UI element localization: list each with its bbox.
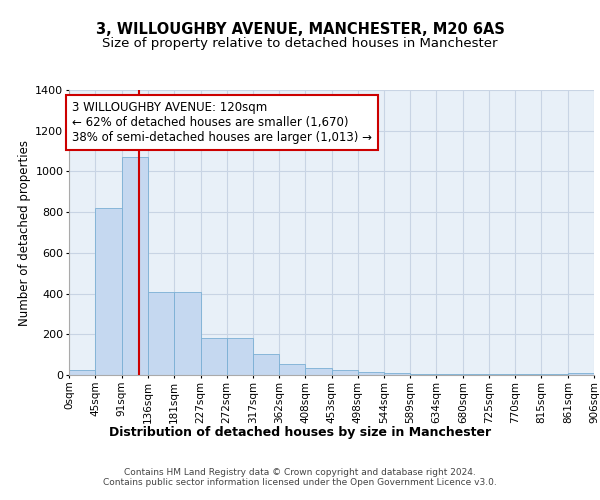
Text: Size of property relative to detached houses in Manchester: Size of property relative to detached ho…: [102, 38, 498, 51]
Bar: [122, 157, 148, 375]
Bar: [95, 208, 122, 375]
Text: Distribution of detached houses by size in Manchester: Distribution of detached houses by size …: [109, 426, 491, 439]
Bar: [253, 354, 279, 375]
Bar: [463, 374, 489, 375]
Bar: [331, 370, 358, 375]
Text: Contains HM Land Registry data © Crown copyright and database right 2024.
Contai: Contains HM Land Registry data © Crown c…: [103, 468, 497, 487]
Bar: [227, 338, 253, 375]
Bar: [200, 338, 227, 375]
Bar: [515, 374, 541, 375]
Bar: [489, 374, 515, 375]
Text: 3, WILLOUGHBY AVENUE, MANCHESTER, M20 6AS: 3, WILLOUGHBY AVENUE, MANCHESTER, M20 6A…: [95, 22, 505, 38]
Bar: [69, 370, 95, 375]
Bar: [568, 374, 594, 375]
Bar: [541, 374, 568, 375]
Text: 3 WILLOUGHBY AVENUE: 120sqm
← 62% of detached houses are smaller (1,670)
38% of : 3 WILLOUGHBY AVENUE: 120sqm ← 62% of det…: [72, 101, 372, 144]
Bar: [305, 368, 331, 375]
Bar: [148, 292, 174, 375]
Bar: [384, 374, 410, 375]
Bar: [174, 292, 200, 375]
Bar: [410, 374, 436, 375]
Bar: [279, 364, 305, 375]
Y-axis label: Number of detached properties: Number of detached properties: [18, 140, 31, 326]
Bar: [358, 372, 384, 375]
Bar: [436, 374, 463, 375]
